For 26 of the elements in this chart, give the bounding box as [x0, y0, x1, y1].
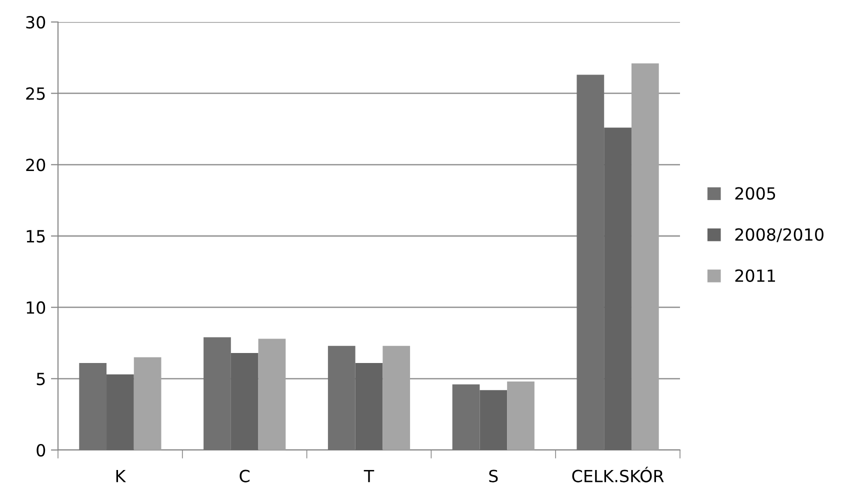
bar [355, 362, 383, 450]
legend-label: 2008/2010 [735, 228, 824, 242]
bar [452, 384, 480, 450]
y-tick-label: 25 [26, 87, 45, 100]
y-tick-label: 20 [26, 158, 46, 172]
x-tick-label: K [116, 470, 126, 482]
bar [328, 346, 356, 450]
legend-label: 2011 [735, 269, 775, 282]
bar [204, 337, 231, 450]
bar [507, 382, 534, 450]
y-tick-label: 5 [36, 372, 45, 386]
y-tick-label: 15 [26, 230, 45, 243]
y-tick-label: 30 [26, 16, 46, 29]
x-tick-label: C [240, 470, 250, 482]
x-tick-label: S [489, 470, 498, 482]
bar [230, 352, 258, 450]
bar [79, 362, 107, 450]
y-tick-label: 0 [36, 444, 46, 457]
bar [480, 390, 508, 450]
x-tick-label: CELK.SKÓR [572, 466, 664, 482]
legend-label: 2005 [735, 187, 776, 200]
y-tick-label: 10 [26, 301, 46, 314]
x-tick-label: T [364, 470, 374, 482]
bar [604, 128, 632, 450]
bar [106, 374, 134, 450]
bar [576, 74, 604, 450]
